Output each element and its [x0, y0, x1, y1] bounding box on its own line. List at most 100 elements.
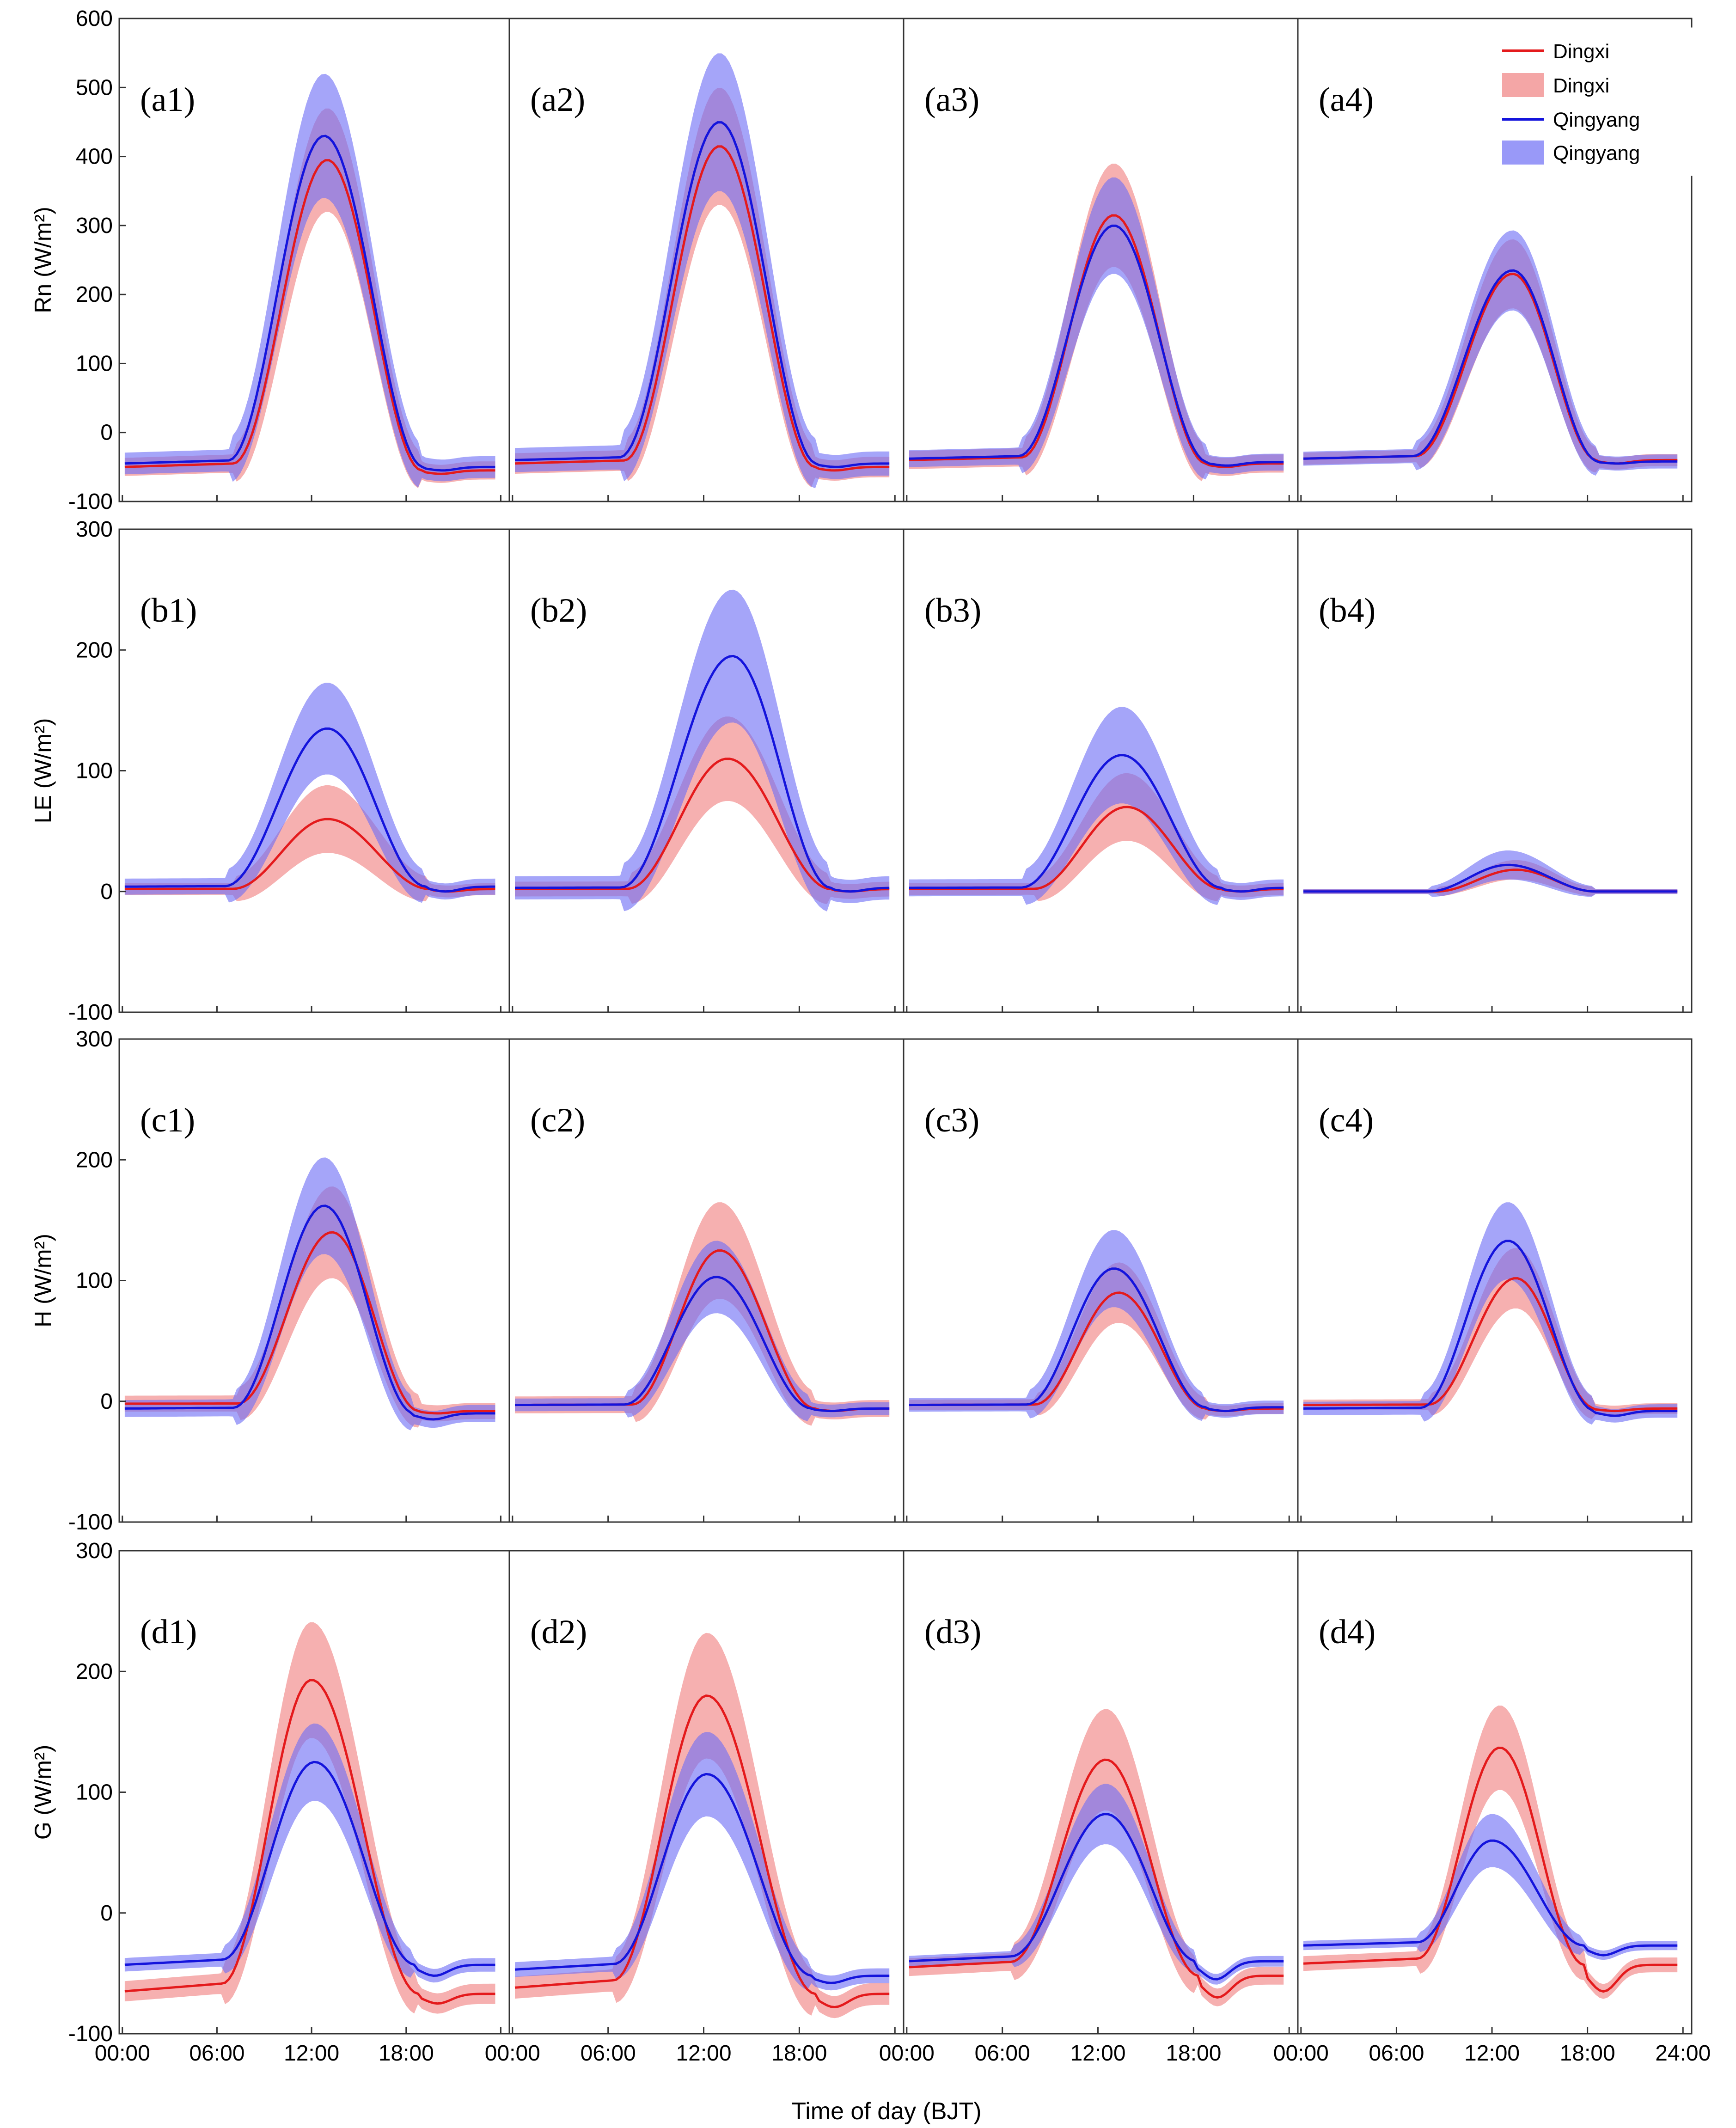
- band-qingyang: [124, 683, 495, 903]
- plot-area: [515, 589, 890, 911]
- panel-frame: [1297, 528, 1693, 1013]
- legend-label-dingxi-band: Dingxi: [1553, 74, 1609, 97]
- panel-d4: 00:00 06:00 12:00 18:00 24:00 (d4): [1273, 1550, 1711, 2066]
- band-qingyang: [909, 1230, 1284, 1421]
- line-qingyang: [909, 1267, 1284, 1413]
- y-tick-label: 400: [76, 145, 113, 169]
- line-dingxi: [515, 758, 890, 893]
- legend-label-qingyang-line: Qingyang: [1553, 109, 1640, 131]
- line-dingxi: [124, 1679, 495, 2005]
- line-dingxi: [909, 1291, 1284, 1413]
- y-axis-label: Rn (W/m²): [30, 207, 56, 313]
- panel-label: (a4): [1319, 81, 1374, 119]
- band-qingyang: [515, 1732, 890, 1991]
- x-tick-label: 00:00: [95, 2041, 150, 2066]
- x-tick-label: 00:00: [485, 2041, 540, 2066]
- line-qingyang: [515, 654, 890, 893]
- plot-area: [909, 1709, 1284, 2006]
- plot-area: [514, 1633, 890, 2018]
- plot-area: [124, 73, 495, 489]
- x-tick-label: 12:00: [284, 2041, 339, 2066]
- panel-a3: (a3): [903, 18, 1299, 502]
- y-tick-label: 200: [76, 1148, 113, 1172]
- band-qingyang: [124, 73, 495, 488]
- x-axis-label: Time of day (BJT): [791, 2098, 981, 2125]
- plot-area: [514, 1202, 890, 1426]
- x-tick-label: 18:00: [1560, 2041, 1615, 2066]
- y-tick-label: -100: [68, 1510, 113, 1535]
- x-tick-label: 18:00: [1166, 2041, 1221, 2066]
- plot-area: [909, 1230, 1284, 1421]
- panels-layer: -100 0 100 200 300 400 500 600 Rn (W/m²) (a1) (a2)…: [30, 6, 1711, 2066]
- line-dingxi: [514, 1694, 890, 2009]
- line-qingyang: [124, 1205, 495, 1421]
- x-tick-label: 06:00: [581, 2041, 636, 2066]
- legend-label-dingxi-line: Dingxi: [1553, 40, 1609, 63]
- y-tick-label: 0: [100, 421, 113, 445]
- y-tick-label: 100: [76, 351, 113, 376]
- x-tick-label: 18:00: [379, 2041, 434, 2066]
- y-tick-label: 500: [76, 75, 113, 100]
- line-qingyang: [124, 135, 495, 472]
- band-dingxi: [1303, 1706, 1678, 1999]
- panel-b3: (b3): [903, 528, 1299, 1013]
- line-qingyang: [514, 121, 890, 468]
- band-dingxi: [124, 1622, 495, 2014]
- line-dingxi: [514, 145, 890, 472]
- plot-area: [1303, 850, 1678, 897]
- panel-label: (b4): [1319, 592, 1375, 630]
- plot-area: [909, 707, 1284, 905]
- panel-a4: (a4): [1297, 18, 1693, 502]
- panel-label: (a3): [924, 81, 979, 119]
- y-tick-label: 0: [100, 880, 113, 904]
- y-tick-label: 300: [76, 214, 113, 238]
- y-tick-label: 100: [76, 1269, 113, 1293]
- band-qingyang: [1303, 1202, 1678, 1425]
- x-tick-label: 12:00: [1464, 2041, 1520, 2066]
- band-qingyang: [124, 1723, 495, 1983]
- line-qingyang: [124, 727, 495, 893]
- panel-c1: -100 0 100 200 300 H (W/m²) (c1): [30, 1027, 510, 1535]
- y-tick-label: 100: [76, 759, 113, 783]
- line-qingyang: [909, 224, 1284, 467]
- line-dingxi: [124, 1231, 495, 1415]
- line-qingyang: [514, 1276, 890, 1413]
- plot-area: [909, 164, 1284, 482]
- panel-d1: -100 0 100 200 300 G (W/m²) 00:00 06:00 12:00 18:…: [30, 1539, 510, 2066]
- line-qingyang: [909, 1813, 1284, 1981]
- y-tick-label: 0: [100, 1901, 113, 1926]
- y-tick-label: -100: [68, 489, 113, 514]
- panel-b1: -100 0 100 200 300 LE (W/m²) (b1): [30, 517, 510, 1025]
- line-qingyang: [1303, 1240, 1678, 1417]
- x-tick-label: 12:00: [1070, 2041, 1125, 2066]
- x-tick-label: 00:00: [1273, 2041, 1329, 2066]
- line-qingyang: [1303, 863, 1678, 893]
- legend-swatch-dingxi-band: [1502, 73, 1544, 97]
- y-tick-label: 0: [100, 1389, 113, 1414]
- band-qingyang: [1303, 1814, 1678, 1960]
- y-tick-label: 200: [76, 282, 113, 307]
- x-tick-label: 12:00: [676, 2041, 731, 2066]
- y-axis-label: H (W/m²): [30, 1234, 56, 1327]
- band-qingyang: [515, 53, 890, 489]
- panel-label: (d1): [140, 1613, 197, 1651]
- band-dingxi: [909, 1709, 1284, 2006]
- line-qingyang: [514, 1773, 890, 1984]
- line-dingxi: [124, 159, 495, 475]
- panel-label: (b3): [924, 592, 981, 630]
- x-tick-label: 18:00: [771, 2041, 827, 2066]
- plot-area: [1303, 1202, 1678, 1425]
- panel-label: (d4): [1319, 1613, 1375, 1651]
- x-tick-label: 06:00: [189, 2041, 245, 2066]
- legend: Dingxi Dingxi Qingyang Qingyang: [1488, 27, 1697, 176]
- panel-label: (c3): [924, 1101, 979, 1139]
- panel-c4: (c4): [1297, 1038, 1693, 1523]
- line-qingyang: [909, 754, 1284, 893]
- plot-area: [124, 1157, 495, 1431]
- line-qingyang: [124, 1761, 495, 1977]
- x-tick-label: 24:00: [1655, 2041, 1711, 2066]
- panel-label: (a1): [140, 81, 195, 119]
- band-qingyang: [909, 177, 1284, 480]
- panel-frame: [1297, 1550, 1693, 2035]
